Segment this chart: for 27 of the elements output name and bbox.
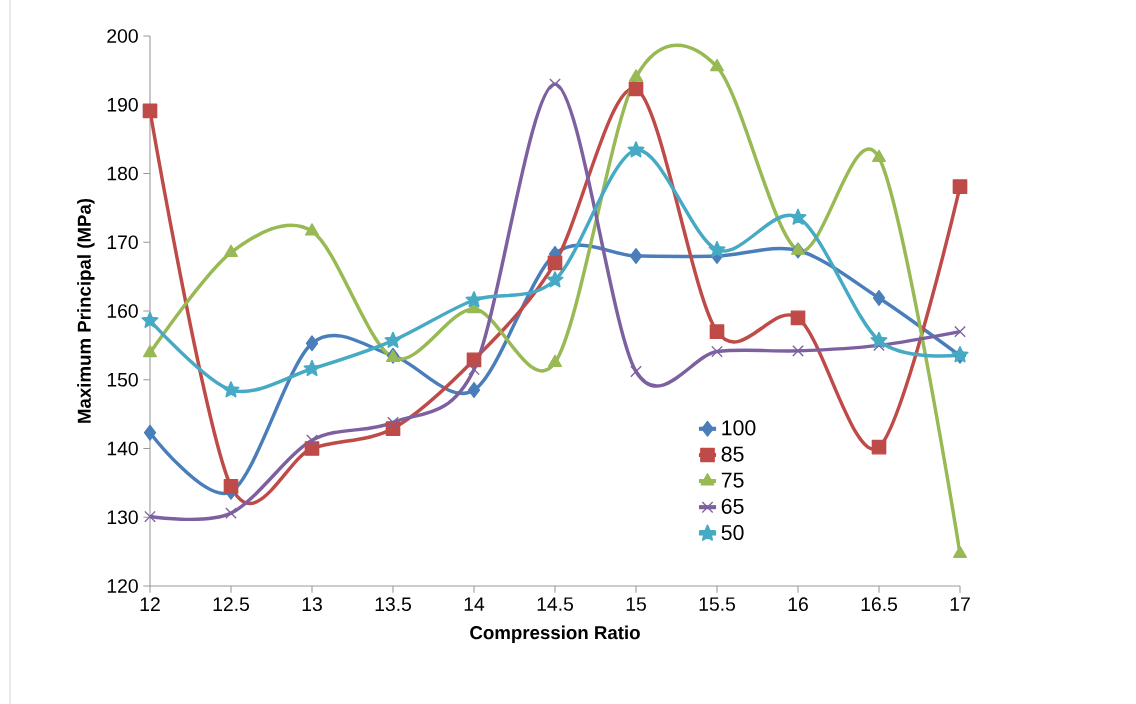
x-tick-label: 13.5 bbox=[375, 597, 412, 612]
y-tick-label: 190 bbox=[107, 97, 138, 112]
y-tick-label: 130 bbox=[107, 510, 138, 525]
x-tick-label: 12.5 bbox=[213, 597, 250, 612]
legend-label: 50 bbox=[721, 525, 744, 541]
x-tick-label: 15 bbox=[626, 597, 646, 611]
y-tick-label: 160 bbox=[107, 304, 138, 318]
y-tick-label: 200 bbox=[107, 29, 138, 43]
legend-label: 65 bbox=[721, 498, 744, 514]
y-axis-title: Maximum Principal (MPa) bbox=[77, 198, 95, 423]
legend-label: 85 bbox=[721, 446, 744, 462]
x-tick-label: 15.5 bbox=[699, 597, 736, 611]
y-tick-label: 140 bbox=[107, 441, 138, 456]
legend-label: 100 bbox=[722, 420, 756, 436]
y-tick-label: 180 bbox=[107, 166, 138, 181]
y-tick-label: 120 bbox=[107, 579, 138, 593]
x-tick-label: 14.5 bbox=[537, 597, 574, 611]
x-tick-label: 13 bbox=[302, 597, 322, 612]
x-tick-label: 12 bbox=[140, 597, 160, 611]
legend-label: 75 bbox=[721, 472, 744, 488]
x-tick-label: 16 bbox=[788, 597, 808, 612]
x-tick-label: 17 bbox=[950, 597, 970, 611]
y-tick-label: 150 bbox=[107, 372, 138, 387]
y-tick-label: 170 bbox=[107, 235, 138, 250]
x-tick-label: 14 bbox=[464, 597, 485, 611]
x-tick-label: 16.5 bbox=[861, 597, 898, 612]
x-axis-title: Compression Ratio bbox=[470, 625, 640, 643]
